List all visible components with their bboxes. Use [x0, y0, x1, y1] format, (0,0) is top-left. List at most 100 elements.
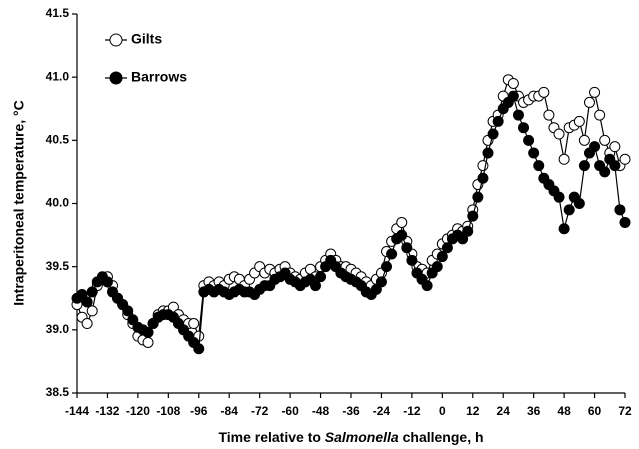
y-tick-label: 40.0: [46, 196, 70, 210]
data-point: [528, 147, 540, 159]
legend-label: Barrows: [131, 69, 187, 85]
y-tick-label: 41.0: [46, 69, 70, 83]
data-point: [188, 318, 200, 330]
data-point: [609, 160, 621, 172]
x-tick-label: 12: [466, 404, 480, 418]
series-line: [76, 78, 626, 344]
x-tick-label: -108: [156, 404, 180, 418]
data-point: [431, 261, 443, 273]
data-point: [193, 343, 205, 355]
data-point: [467, 210, 479, 222]
x-tick-label: -24: [373, 404, 391, 418]
data-point: [309, 280, 321, 292]
data-point: [441, 242, 453, 254]
data-point: [315, 271, 327, 283]
data-point: [533, 160, 545, 172]
data-point: [583, 96, 595, 108]
data-point: [523, 134, 535, 146]
data-point: [406, 254, 418, 266]
y-tick-label: 38.5: [46, 385, 70, 399]
legend-marker: [109, 71, 123, 85]
data-point: [553, 191, 565, 203]
data-point: [594, 109, 606, 121]
x-tick-label: 36: [527, 404, 541, 418]
data-point: [81, 296, 93, 308]
y-tick-label: 41.5: [46, 6, 70, 20]
y-tick-label: 40.5: [46, 133, 70, 147]
x-tick-label: 48: [557, 404, 571, 418]
data-point: [381, 261, 393, 273]
data-point: [589, 141, 601, 153]
data-point: [421, 280, 433, 292]
data-point: [553, 128, 565, 140]
data-point: [142, 336, 154, 348]
data-point: [375, 276, 387, 288]
data-point: [512, 109, 524, 121]
data-point: [507, 90, 519, 102]
x-tick-label: -132: [95, 404, 119, 418]
x-tick-label: -48: [312, 404, 330, 418]
data-point: [462, 225, 474, 237]
x-tick-label: -84: [221, 404, 239, 418]
data-point: [619, 216, 631, 228]
data-point: [142, 326, 154, 338]
data-point: [86, 305, 98, 317]
x-tick-label: -144: [65, 404, 89, 418]
x-axis-label-part: Time relative to: [218, 429, 324, 445]
data-point: [518, 122, 530, 134]
data-point: [86, 286, 98, 298]
data-point: [543, 109, 555, 121]
y-tick-label: 39.0: [46, 322, 70, 336]
x-axis-label-part: challenge, h: [399, 429, 484, 445]
data-point: [127, 314, 139, 326]
x-tick-label: 60: [588, 404, 602, 418]
x-axis-label-part: Salmonella: [325, 429, 399, 445]
legend-marker: [109, 33, 123, 47]
x-tick-label: -96: [190, 404, 208, 418]
data-point: [101, 276, 113, 288]
data-point: [396, 229, 408, 241]
data-point: [457, 233, 469, 245]
data-point: [614, 204, 626, 216]
data-point: [599, 166, 611, 178]
legend-label: Gilts: [131, 31, 162, 47]
x-tick-label: 0: [439, 404, 446, 418]
y-tick-label: 39.5: [46, 259, 70, 273]
data-point: [436, 251, 448, 263]
x-axis-label: Time relative to Salmonella challenge, h: [218, 429, 483, 445]
data-point: [370, 283, 382, 295]
data-point: [558, 153, 570, 165]
data-point: [599, 134, 611, 146]
data-point: [558, 223, 570, 235]
y-axis-label: Intraperitoneal temperature, °C: [11, 100, 27, 306]
x-tick-label: -36: [342, 404, 360, 418]
x-tick-label: -120: [126, 404, 150, 418]
data-point: [477, 172, 489, 184]
data-point: [492, 115, 504, 127]
data-point: [81, 318, 93, 330]
data-point: [589, 86, 601, 98]
x-tick-label: -60: [281, 404, 299, 418]
data-point: [401, 242, 413, 254]
data-point: [578, 160, 590, 172]
data-point: [563, 204, 575, 216]
data-point: [507, 77, 519, 89]
x-tick-label: -12: [403, 404, 421, 418]
data-point: [609, 141, 621, 153]
data-point: [573, 115, 585, 127]
data-point: [386, 248, 398, 260]
data-point: [538, 86, 550, 98]
x-tick-label: -72: [251, 404, 269, 418]
data-point: [573, 198, 585, 209]
data-point: [396, 216, 408, 228]
data-point: [619, 153, 631, 165]
x-tick-label: 24: [497, 404, 511, 418]
data-point: [487, 128, 499, 140]
data-point: [578, 134, 590, 146]
data-point: [472, 191, 484, 203]
data-point: [482, 147, 494, 159]
data-point: [76, 288, 88, 300]
data-point: [122, 305, 134, 317]
x-tick-label: 72: [618, 404, 632, 418]
